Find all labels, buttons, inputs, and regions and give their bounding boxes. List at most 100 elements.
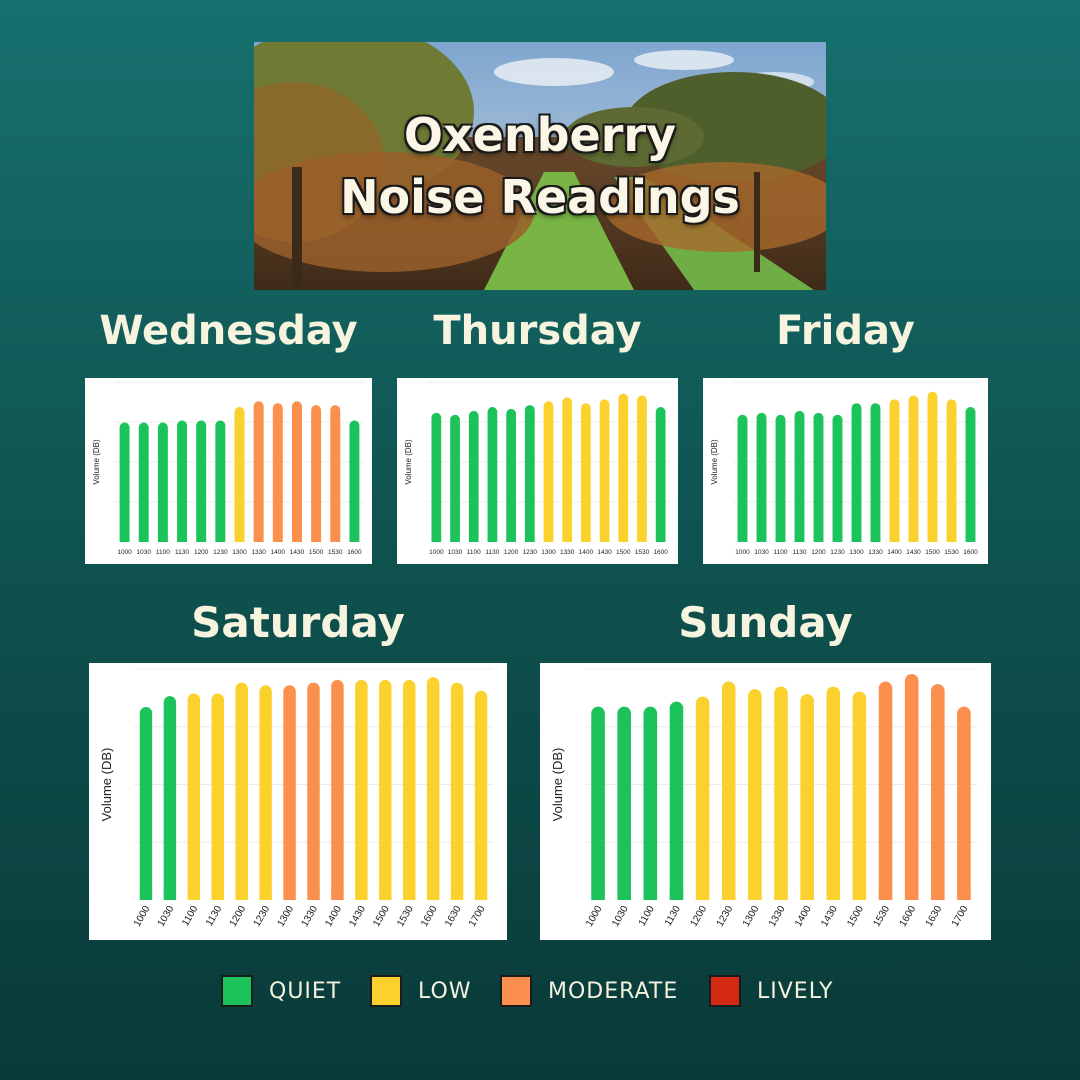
bar	[474, 690, 488, 900]
bar	[163, 696, 177, 900]
bar-base	[450, 893, 464, 900]
bar	[965, 407, 976, 542]
x-tick-label: 1400	[323, 904, 344, 929]
x-tick-label: 1600	[347, 549, 362, 556]
bar	[253, 401, 264, 542]
banner-title: Oxenberry Noise Readings	[254, 104, 826, 228]
wednesday-title: Wednesday	[99, 308, 358, 354]
bar-base	[599, 537, 610, 542]
bar	[737, 414, 748, 542]
bar	[291, 401, 302, 542]
x-tick-label: 1400	[579, 549, 594, 556]
saturday-chart: Volume (DB) 1000 1030 1100 1130 1200 1230 1300 1…	[89, 663, 507, 940]
bar-base	[450, 537, 460, 542]
x-tick-label: 1500	[371, 904, 392, 929]
y-axis-label: Volume (DB)	[404, 439, 413, 485]
bar	[355, 679, 368, 900]
bar	[617, 706, 631, 900]
x-tick-label: 1600	[653, 549, 668, 556]
x-tick-label: 1500	[616, 549, 631, 556]
bar-base	[426, 893, 440, 900]
bar	[543, 401, 554, 542]
bar	[813, 412, 824, 542]
x-tick-label: 1000	[735, 549, 750, 556]
bar-base	[139, 893, 153, 900]
friday-title: Friday	[776, 308, 915, 354]
bar	[177, 420, 188, 542]
bar-base	[800, 893, 814, 900]
x-tick-label: 1030	[448, 549, 463, 556]
bar-base	[878, 893, 893, 900]
bar-base	[643, 893, 658, 900]
bar-base	[832, 537, 843, 542]
bar	[946, 399, 957, 542]
saturday-title: Saturday	[191, 598, 405, 647]
bar	[748, 689, 762, 900]
bar	[756, 412, 767, 542]
bar	[655, 407, 666, 542]
bar-base	[965, 537, 976, 542]
bar	[450, 414, 460, 542]
x-tick-label: 1630	[924, 904, 945, 929]
bar	[259, 685, 272, 900]
x-tick-label: 1030	[754, 549, 769, 556]
thursday-chart: Volume (DB) 1000 1030 1100 1130 1200 1230 1300 1…	[397, 378, 678, 564]
x-tick-label: 1430	[347, 904, 368, 929]
x-tick-label: 1700	[467, 904, 488, 929]
bar	[403, 679, 416, 900]
bar-base	[138, 537, 149, 542]
bar	[669, 701, 684, 900]
bar-base	[813, 537, 824, 542]
bar	[272, 403, 283, 542]
bar-base	[721, 893, 736, 900]
x-tick-label: 1400	[271, 549, 286, 556]
saturday-chart-svg: Volume (DB)1000 1030 1100 1130 1200 1230 1300 1…	[99, 668, 493, 929]
bar	[119, 422, 130, 542]
bar	[506, 408, 516, 542]
bar-base	[234, 537, 245, 542]
legend-swatch-moderate	[500, 975, 532, 1007]
friday-chart: Volume (DB) 1000 1030 1100 1130 1200 1230 1300 1…	[703, 378, 988, 564]
bar-base	[870, 537, 881, 542]
bar-base	[591, 893, 605, 900]
x-tick-label: 1530	[944, 549, 959, 556]
legend-label-low: LOW	[418, 979, 472, 1004]
bar	[139, 707, 153, 900]
bar	[599, 399, 610, 542]
vineyard-photo	[254, 42, 826, 290]
bar-base	[946, 537, 957, 542]
bar-base	[163, 893, 177, 900]
bar-base	[927, 537, 938, 542]
x-tick-label: 1300	[741, 904, 762, 929]
bar-base	[794, 537, 805, 542]
legend-swatch-low	[370, 975, 402, 1007]
bar-base	[562, 537, 573, 542]
bar	[774, 686, 788, 900]
bar-base	[355, 893, 368, 900]
x-tick-label: 1430	[290, 549, 305, 556]
bar-base	[904, 893, 919, 900]
bar-base	[748, 893, 762, 900]
bar-base	[349, 537, 360, 542]
x-tick-label: 1300	[541, 549, 556, 556]
x-tick-label: 1130	[175, 549, 189, 556]
bar	[904, 674, 919, 900]
bar-base	[253, 537, 264, 542]
sunday-title: Sunday	[678, 598, 853, 647]
bar-base	[235, 893, 248, 900]
legend-label-moderate: MODERATE	[548, 979, 679, 1004]
bar	[889, 399, 900, 542]
x-tick-label: 1300	[232, 549, 247, 556]
bar-base	[259, 893, 272, 900]
bar-base	[331, 893, 344, 900]
bar-base	[851, 537, 862, 542]
bar	[187, 693, 201, 900]
bar-base	[826, 893, 841, 900]
bar	[215, 420, 226, 542]
bar-base	[330, 537, 341, 542]
bar	[311, 405, 322, 542]
bar-base	[487, 537, 498, 542]
x-tick-label: 1600	[898, 904, 919, 929]
bar-base	[637, 537, 647, 542]
y-axis-label: Volume (DB)	[710, 439, 719, 485]
